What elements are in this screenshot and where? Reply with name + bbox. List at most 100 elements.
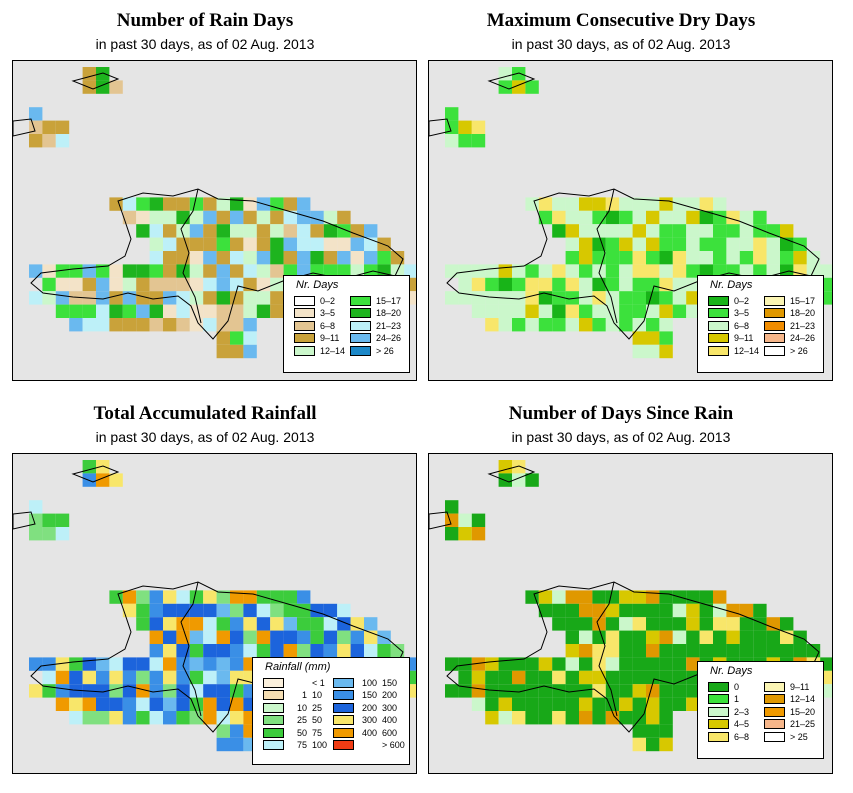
grid-cell [149,590,163,604]
grid-cell [458,670,472,685]
grid-cell [632,210,646,225]
grid-cell [619,670,633,685]
grid-cell [149,277,163,292]
legend-label: 3–5 [734,308,750,318]
grid-cell [579,617,593,631]
legend-item: 15–17 [350,295,401,306]
grid-cell [565,657,579,671]
grid-cell [109,277,123,292]
panel-subtitle: in past 30 days, as of 02 Aug. 2013 [95,429,315,445]
grid-cell [605,210,620,225]
grid-cell [579,711,593,725]
grid-cell [512,684,526,698]
grid-cell [592,237,606,251]
grid-cell [350,224,364,238]
legend-label-to: 600 [382,727,398,738]
legend-swatch [294,345,315,356]
grid-cell [404,277,416,292]
grid-cell [136,617,150,631]
legend-label-from: 25 [296,715,307,725]
grid-cell [445,264,459,278]
grid-cell [579,590,593,604]
grid-cell [565,304,579,318]
grid-cell [659,697,673,711]
grid-cell [646,344,660,359]
grid-cell [189,224,204,238]
grid-cell [498,277,512,292]
grid-cell [565,197,579,211]
grid-cell [632,644,646,658]
grid-cell [230,291,244,305]
grid-cell [176,617,190,631]
grid-cell [538,277,553,292]
grid-cell [686,304,700,318]
grid-cell [646,264,660,278]
grid-cell [726,617,740,631]
grid-cell [243,644,257,658]
grid-cell [538,304,553,318]
grid-cell [203,590,217,604]
legend-swatch [263,715,284,725]
legend-label: 24–26 [376,333,402,343]
grid-cell [230,344,244,359]
grid-cell [283,617,297,631]
grid-cell [766,617,780,631]
grid-cell [672,237,687,251]
grid-cell [592,291,606,305]
grid-cell [109,264,123,278]
legend-swatch [350,333,371,343]
grid-cell [512,697,526,711]
grid-cell [753,644,767,658]
grid-cell [82,697,96,711]
grid-cell [377,644,391,658]
grid-cell [686,197,700,211]
grid-cell [646,224,660,238]
grid-cell [820,277,832,292]
grid-cell [565,291,579,305]
legend-label: > 26 [790,345,808,356]
grid-cell [739,603,754,618]
legend-label: 9–11 [734,333,754,343]
grid-cell [726,237,740,251]
grid-cell [69,670,83,685]
grid-cell [686,590,700,604]
grid-cell [216,197,230,211]
grid-cell [149,318,163,332]
grid-cell [203,630,217,644]
grid-cell [565,237,579,251]
grid-cell [136,304,150,318]
grid-cell [605,318,620,332]
grid-cell [176,684,190,698]
grid-cell [283,224,297,238]
legend-total-rainfall: Rainfall (mm) < 1 1 10 10 25 25 50 50 75 75 100 100… [252,657,410,765]
grid-cell [42,277,56,292]
grid-cell [619,684,633,698]
grid-cell [256,210,271,225]
grid-cell [485,657,499,671]
grid-cell [297,603,311,618]
grid-cell [686,670,700,685]
grid-cell [82,657,96,671]
grid-cell [230,264,244,278]
grid-cell [552,684,566,698]
legend-swatch [708,345,729,356]
legend-item: 6–8 [294,320,335,331]
grid-cell [176,630,190,644]
grid-cell [176,603,190,618]
grid-cell [136,264,150,278]
grid-cell [203,251,217,265]
legend-item: 3–5 [708,308,749,319]
grid-cell [176,224,190,238]
grid-cell [176,277,190,292]
legend-label-from: 10 [296,702,307,713]
legend-item: 200 300 [333,702,397,713]
grid-cell [216,237,230,251]
grid-cell [619,590,633,604]
grid-cell [176,304,190,318]
grid-cell [592,617,606,631]
grid-cell [42,513,56,527]
grid-cell [632,590,646,604]
panel-total-rainfall: Total Accumulated Rainfall in past 30 da… [0,393,417,783]
grid-cell [619,237,633,251]
legend-swatch [333,677,354,688]
